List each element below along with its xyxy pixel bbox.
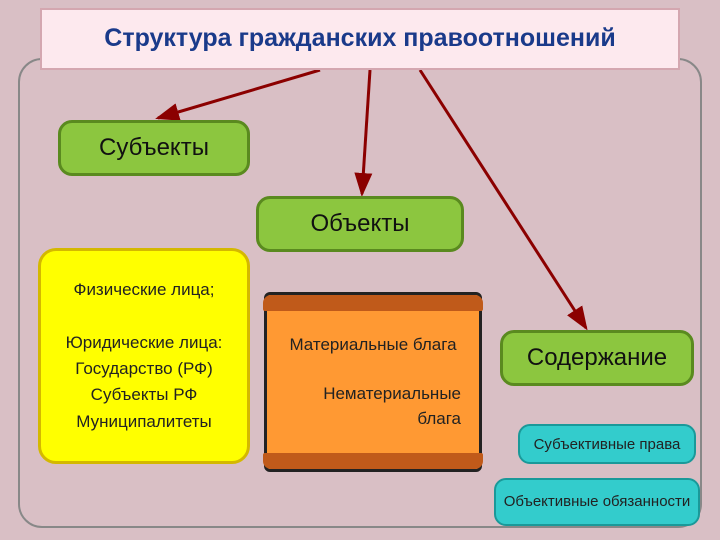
subjects-detail-line-2: Юридические лица: <box>66 330 223 356</box>
node-content-detail-2: Объективные обязанности <box>494 478 700 526</box>
node-objects-detail: Материальные блага Нематериальные блага <box>264 292 482 472</box>
content-detail-1-label: Субъективные права <box>534 436 681 453</box>
objects-detail-line-2: Нематериальные блага <box>277 381 469 432</box>
subjects-detail-line-3: Государство (РФ) <box>75 356 213 382</box>
subjects-detail-line-0: Физические лица; <box>74 277 215 303</box>
node-content: Содержание <box>500 330 694 386</box>
title-text: Структура гражданских правоотношений <box>104 25 615 53</box>
node-subjects-detail: Физические лица; Юридические лица: Госуд… <box>38 248 250 464</box>
subjects-detail-line-5: Муниципалитеты <box>76 409 212 435</box>
node-subjects: Субъекты <box>58 120 250 176</box>
diagram-title: Структура гражданских правоотношений <box>40 8 680 70</box>
node-content-detail-1: Субъективные права <box>518 424 696 464</box>
node-content-label: Содержание <box>527 344 667 372</box>
node-objects: Объекты <box>256 196 464 252</box>
content-detail-2-label: Объективные обязанности <box>504 493 691 510</box>
node-objects-label: Объекты <box>311 210 410 238</box>
subjects-detail-line-4: Субъекты РФ <box>91 382 198 408</box>
subjects-detail-blank <box>142 303 147 329</box>
node-subjects-label: Субъекты <box>99 134 209 162</box>
objects-detail-line-1: Материальные блага <box>289 332 456 358</box>
